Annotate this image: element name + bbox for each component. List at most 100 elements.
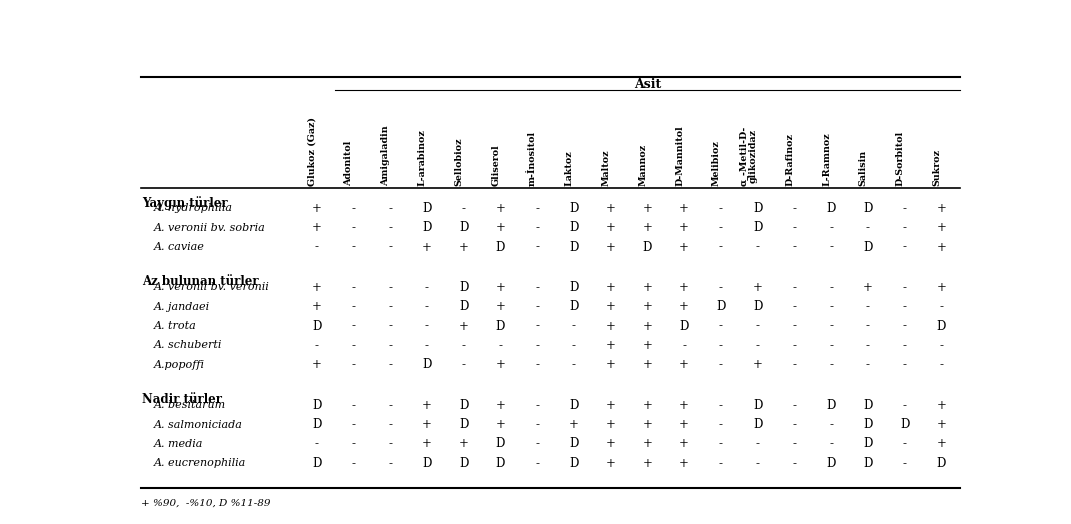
Text: -: - [719,221,723,234]
Text: +: + [496,221,506,234]
Text: -: - [903,300,907,313]
Text: -: - [719,358,723,372]
Text: D: D [827,399,835,412]
Text: Maltoz: Maltoz [602,149,610,186]
Text: +: + [679,241,689,254]
Text: +: + [569,418,578,431]
Text: +: + [458,241,468,254]
Text: A. schuberti: A. schuberti [154,341,222,351]
Text: +: + [606,399,616,412]
Text: -: - [829,281,833,294]
Text: -: - [719,339,723,352]
Text: +: + [606,339,616,352]
Text: -: - [903,457,907,470]
Text: -: - [536,339,539,352]
Text: D: D [569,202,578,215]
Text: -: - [719,399,723,412]
Text: D: D [716,300,725,313]
Text: Asit: Asit [634,78,661,91]
Text: -: - [903,241,907,254]
Text: -: - [388,399,392,412]
Text: +: + [496,418,506,431]
Text: A. trota: A. trota [154,321,197,331]
Text: -: - [351,221,356,234]
Text: +: + [496,358,506,372]
Text: +: + [679,457,689,470]
Text: +: + [936,202,947,215]
Text: +: + [606,438,616,451]
Text: -: - [903,438,907,451]
Text: -: - [719,418,723,431]
Text: +: + [458,438,468,451]
Text: +: + [643,438,652,451]
Text: -: - [388,418,392,431]
Text: -: - [388,320,392,333]
Text: +: + [643,399,652,412]
Text: +: + [496,281,506,294]
Text: -: - [536,399,539,412]
Text: -: - [315,241,318,254]
Text: D: D [422,202,432,215]
Text: +: + [422,418,432,431]
Text: -: - [351,320,356,333]
Text: D: D [569,281,578,294]
Text: -: - [903,221,907,234]
Text: -: - [719,438,723,451]
Text: -: - [793,418,797,431]
Text: -: - [351,418,356,431]
Text: D: D [679,320,689,333]
Text: -: - [388,300,392,313]
Text: +: + [936,221,947,234]
Text: A. hydrophilia: A. hydrophilia [154,203,232,213]
Text: +: + [643,300,652,313]
Text: D: D [458,418,468,431]
Text: -: - [829,221,833,234]
Text: Adonitol: Adonitol [345,140,353,186]
Text: +: + [606,281,616,294]
Text: +: + [606,202,616,215]
Text: D: D [827,457,835,470]
Text: -: - [388,358,392,372]
Text: +: + [606,418,616,431]
Text: m-İnositol: m-İnositol [528,131,537,186]
Text: A. eucrenophilia: A. eucrenophilia [154,458,246,468]
Text: -: - [351,241,356,254]
Text: +: + [679,358,689,372]
Text: A. besitarum: A. besitarum [154,400,226,410]
Text: -: - [572,320,576,333]
Text: +: + [679,300,689,313]
Text: D: D [569,457,578,470]
Text: -: - [536,281,539,294]
Text: -: - [719,320,723,333]
Text: D: D [458,300,468,313]
Text: +: + [312,281,321,294]
Text: -: - [536,358,539,372]
Text: -: - [793,339,797,352]
Text: -: - [829,418,833,431]
Text: -: - [865,320,870,333]
Text: -: - [388,281,392,294]
Text: -: - [793,358,797,372]
Text: -: - [315,339,318,352]
Text: -: - [462,339,466,352]
Text: +: + [496,399,506,412]
Text: +: + [936,241,947,254]
Text: -: - [351,202,356,215]
Text: D: D [496,457,506,470]
Text: -: - [719,202,723,215]
Text: -: - [498,339,502,352]
Text: +: + [312,300,321,313]
Text: A. salmoniciada: A. salmoniciada [154,420,243,430]
Text: -: - [315,438,318,451]
Text: D-Rafinoz: D-Rafinoz [785,133,795,186]
Text: D: D [312,399,321,412]
Text: +: + [643,418,652,431]
Text: +: + [863,281,873,294]
Text: A. jandaei: A. jandaei [154,302,210,312]
Text: +: + [643,358,652,372]
Text: +: + [496,300,506,313]
Text: Gliserol: Gliserol [492,144,500,186]
Text: D: D [753,221,763,234]
Text: D: D [753,202,763,215]
Text: +: + [679,281,689,294]
